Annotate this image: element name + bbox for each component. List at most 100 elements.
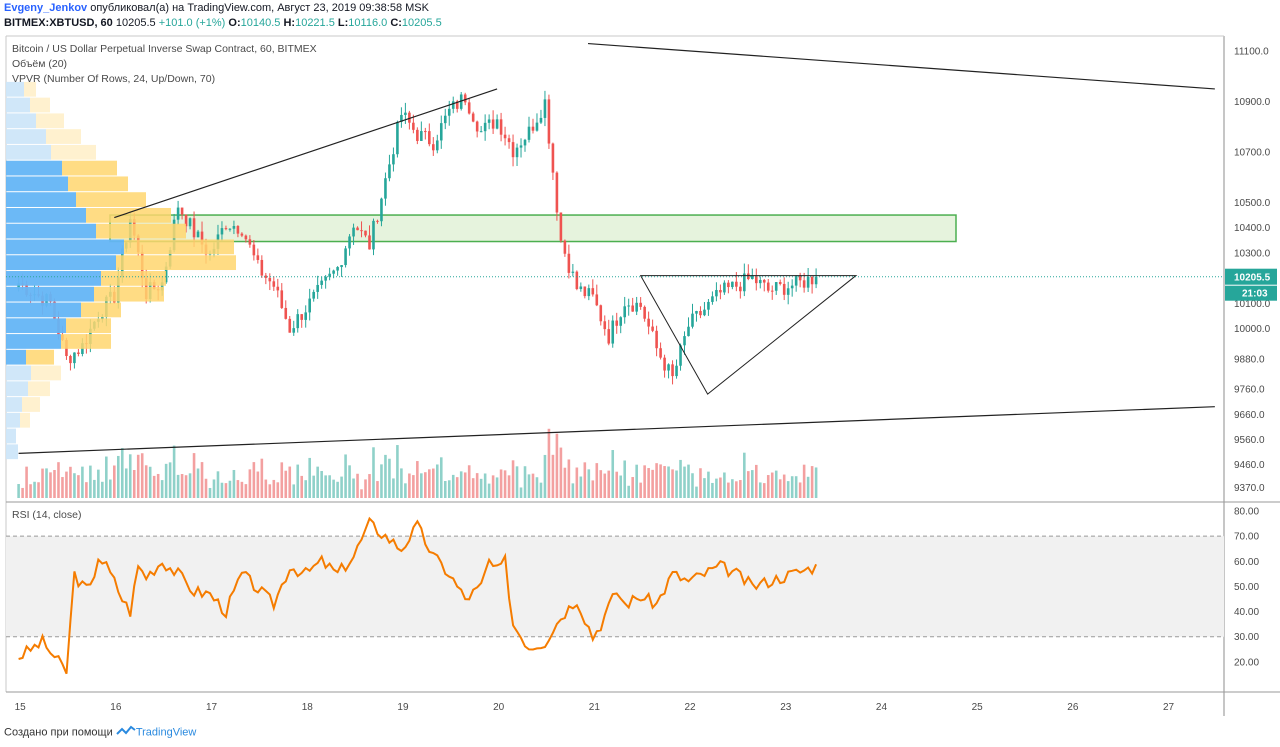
volume-profile-down <box>86 207 171 223</box>
volume-profile-up <box>6 81 24 97</box>
volume-bar <box>45 468 48 498</box>
volume-bar <box>41 468 44 498</box>
volume-bar <box>655 463 658 498</box>
time-tick-label: 17 <box>206 702 218 713</box>
candle-body <box>73 352 76 364</box>
volume-bar <box>228 480 232 498</box>
volume-bar <box>567 459 571 498</box>
volume-bar <box>248 469 252 498</box>
volume-bar <box>571 483 575 498</box>
candle-body <box>611 320 615 344</box>
candle-body <box>408 112 411 123</box>
volume-profile-down <box>68 176 128 192</box>
candle-body <box>511 142 515 158</box>
footer-brand[interactable]: TradingView <box>135 726 197 739</box>
volume-bar <box>312 475 315 498</box>
volume-profile-down <box>20 412 30 428</box>
rsi-tick-label: 80.00 <box>1234 507 1259 518</box>
tradingview-logo-icon[interactable] <box>116 725 136 740</box>
volume-profile-up <box>6 334 61 349</box>
volume-profile-up <box>6 223 96 239</box>
candle-body <box>587 288 591 297</box>
volume-bar <box>132 470 136 498</box>
candle-body <box>435 140 439 151</box>
rsi-tick-label: 70.00 <box>1234 532 1259 543</box>
published-text: опубликовал(а) на TradingView.com, Авгус… <box>90 2 429 14</box>
volume-bar <box>97 469 100 498</box>
volume-profile-down <box>61 334 111 349</box>
candle-body <box>360 230 363 232</box>
volume-bar <box>591 480 595 498</box>
candle-body <box>228 228 232 230</box>
candle-body <box>603 321 607 330</box>
candle-body <box>356 227 359 231</box>
candle-body <box>679 345 682 366</box>
candle-body <box>348 236 351 249</box>
candle-body <box>300 314 304 320</box>
rsi-band <box>6 536 1224 637</box>
volume-bar <box>463 472 467 498</box>
candle-body <box>519 145 523 148</box>
time-tick-label: 20 <box>493 702 505 713</box>
time-tick-label: 16 <box>110 702 122 713</box>
volume-bar <box>156 473 160 498</box>
volume-profile-up <box>6 144 51 160</box>
price-tick-label: 9880.0 <box>1234 354 1265 365</box>
volume-bar <box>73 473 76 498</box>
volume-bar <box>663 466 666 498</box>
candle-body <box>531 126 535 131</box>
volume-bar <box>471 478 475 498</box>
volume-bar <box>790 476 794 498</box>
candle-body <box>543 99 547 118</box>
volume-profile-down <box>116 255 236 271</box>
candle-body <box>599 305 603 322</box>
price-tick-label: 9660.0 <box>1234 410 1265 421</box>
candle-body <box>280 290 284 308</box>
candle-body <box>790 285 794 289</box>
series-title: Bitcoin / US Dollar Perpetual Inverse Sw… <box>12 43 317 55</box>
candle-body <box>778 282 782 284</box>
volume-profile-down <box>94 286 164 302</box>
volume-bar <box>432 468 435 498</box>
volume-bar <box>416 461 419 498</box>
rsi-tick-label: 30.00 <box>1234 632 1259 643</box>
candle-body <box>627 305 630 307</box>
candle-body <box>659 348 662 358</box>
rsi-legend: RSI (14, close) <box>12 509 82 521</box>
volume-bar <box>332 479 335 498</box>
candle-body <box>308 298 311 313</box>
candle-body <box>743 273 746 292</box>
volume-bar <box>29 484 32 498</box>
volume-bar <box>455 477 459 498</box>
volume-bar <box>459 471 463 498</box>
volume-bar <box>49 472 52 498</box>
volume-bar <box>384 454 387 498</box>
candle-body <box>332 270 335 274</box>
candle-body <box>782 283 786 295</box>
volume-profile-down <box>31 365 61 381</box>
volume-bar <box>116 455 120 498</box>
candle-body <box>316 284 319 292</box>
candle-body <box>651 326 654 331</box>
candle-body <box>810 276 814 285</box>
author-link[interactable]: Evgeny_Jenkov <box>4 2 88 14</box>
volume-bar <box>631 477 634 498</box>
volume-bar <box>743 452 746 498</box>
volume-bar <box>204 478 208 498</box>
candle-body <box>551 143 555 173</box>
candle-body <box>579 286 583 290</box>
timer-badge-text: 21:03 <box>1242 289 1268 300</box>
volume-bar <box>627 485 630 498</box>
candle-body <box>264 275 268 278</box>
candle-body <box>643 306 646 319</box>
volume-bar <box>244 484 248 498</box>
volume-profile-up <box>6 239 124 255</box>
volume-bar <box>240 481 244 498</box>
volume-bar <box>515 466 519 498</box>
candle-body <box>623 306 626 318</box>
volume-bar <box>192 453 196 498</box>
volume-bar <box>364 479 367 498</box>
candle-body <box>814 276 818 285</box>
